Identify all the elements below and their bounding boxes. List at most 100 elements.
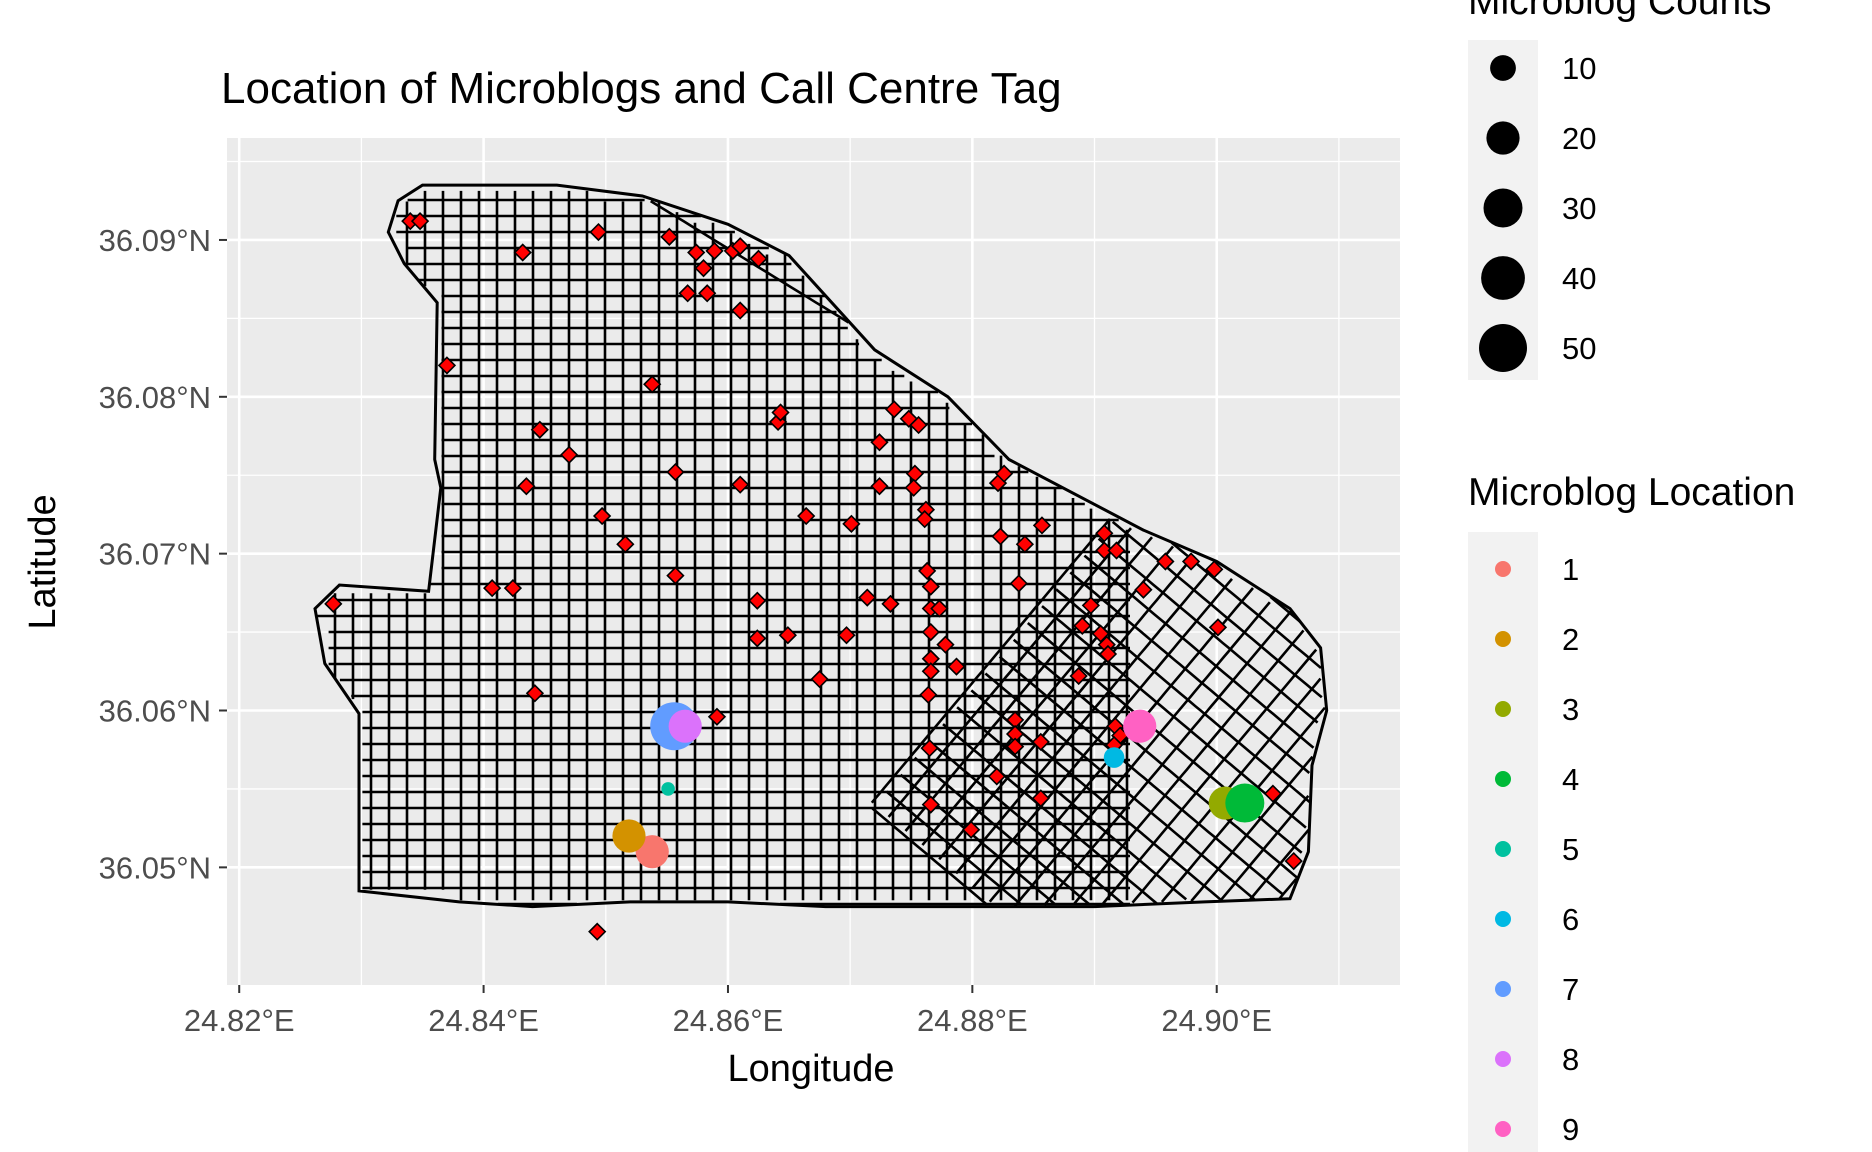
street-diagonal	[1249, 828, 1310, 901]
call-centre-point	[643, 375, 662, 394]
call-centre-point	[921, 577, 940, 596]
call-centre-point	[991, 527, 1010, 546]
color-legend-key	[1495, 981, 1511, 997]
call-centre-point	[410, 211, 430, 231]
color-legend-label: 1	[1562, 552, 1579, 587]
street-diagonal	[955, 563, 1217, 875]
color-legend-label: 8	[1562, 1042, 1579, 1077]
call-centre-point	[1095, 524, 1114, 543]
street-diagonal	[984, 672, 1256, 901]
call-centre-point	[947, 657, 966, 676]
y-axis-title: Latitude	[22, 494, 64, 629]
call-centre-point	[731, 301, 750, 320]
x-tick-label: 24.86°E	[673, 1003, 784, 1038]
call-centre-point	[513, 243, 532, 262]
call-centre-point	[687, 243, 706, 262]
size-legend: Microblog Counts 10 20 30 40 50	[1468, 0, 1771, 380]
call-centre-point	[994, 464, 1014, 483]
street-diagonal	[1041, 605, 1307, 829]
size-legend-key	[1483, 188, 1523, 228]
street-diagonal	[913, 756, 1090, 906]
street-diagonal	[1278, 877, 1298, 900]
x-axis: 24.82°E 24.84°E 24.86°E 24.88°E 24.90°E	[184, 985, 1272, 1038]
street-diagonal	[1055, 588, 1311, 804]
size-legend-label: 10	[1562, 51, 1596, 86]
call-centre-point	[771, 403, 790, 422]
street-diagonal	[1072, 629, 1305, 906]
call-centre-point	[858, 588, 877, 607]
street-diagonal	[1111, 520, 1323, 699]
call-centre-point	[1069, 666, 1088, 686]
call-centre-point	[707, 707, 727, 726]
chart-title: Location of Microblogs and Call Centre T…	[221, 64, 1062, 113]
road-network	[313, 183, 1329, 909]
microblog-point	[1225, 783, 1265, 823]
call-centre-point	[918, 561, 937, 581]
call-centre-point	[530, 420, 549, 439]
y-tick-label: 36.08°N	[99, 380, 211, 415]
color-legend-key	[1495, 561, 1511, 577]
call-centre-point	[1098, 644, 1118, 664]
call-centre-point	[778, 626, 797, 645]
call-centre-point	[1031, 789, 1050, 808]
call-centre-point	[904, 478, 923, 497]
x-tick-label: 24.82°E	[184, 1003, 295, 1038]
y-tick-label: 36.06°N	[99, 694, 211, 729]
size-legend-key	[1481, 256, 1525, 300]
call-centre-point	[705, 241, 724, 261]
call-centre-point	[1081, 596, 1101, 615]
call-centre-points	[324, 211, 1303, 941]
street-diagonal	[871, 807, 988, 906]
call-centre-point	[810, 670, 829, 689]
size-legend-key	[1479, 324, 1527, 372]
y-tick-label: 36.09°N	[99, 223, 211, 258]
color-legend-key	[1495, 1051, 1511, 1067]
color-legend-label: 5	[1562, 832, 1579, 867]
color-legend-label: 6	[1562, 902, 1579, 937]
call-centre-point	[1156, 552, 1175, 571]
call-centre-point	[525, 684, 545, 703]
call-centre-point	[592, 506, 612, 526]
street-diagonal	[1083, 554, 1315, 749]
microblog-point	[635, 835, 669, 869]
street-diagonal	[1014, 601, 1271, 907]
color-legend-label: 4	[1562, 762, 1579, 797]
call-centre-point	[1263, 784, 1283, 803]
size-legend-key	[1490, 55, 1516, 81]
call-centre-point	[748, 591, 767, 610]
color-legend-label: 3	[1562, 692, 1579, 727]
call-centre-point	[842, 514, 861, 533]
city-boundary-road	[313, 183, 1329, 909]
size-legend-title: Microblog Counts	[1468, 0, 1771, 23]
call-centre-point	[666, 462, 685, 482]
call-centre-point	[1031, 732, 1050, 752]
call-centre-point	[870, 433, 889, 452]
call-centre-point	[437, 356, 457, 375]
size-legend-label: 20	[1562, 121, 1596, 156]
call-centre-point	[1032, 516, 1052, 535]
call-centre-point	[885, 400, 904, 419]
arterial-road	[650, 199, 850, 324]
call-centre-point	[731, 237, 750, 256]
street-diagonal	[1190, 755, 1314, 902]
call-centre-point	[483, 579, 502, 598]
call-centre-point	[1009, 574, 1028, 593]
call-centre-point	[694, 259, 713, 278]
call-centre-point	[987, 767, 1006, 786]
call-centre-point	[1095, 541, 1114, 560]
street-diagonal	[998, 655, 1285, 896]
microblog-point	[612, 819, 646, 853]
microblog-point	[661, 782, 675, 796]
call-centre-point	[1073, 616, 1092, 635]
street-diagonal	[928, 739, 1124, 905]
color-legend: Microblog Location 1 2 3 4 5 6 7 8 9	[1468, 471, 1795, 1152]
street-diagonal	[956, 706, 1188, 901]
call-centre-point	[1015, 535, 1035, 554]
color-legend-key	[1495, 701, 1511, 717]
call-centre-point	[920, 739, 939, 758]
call-centre-point	[517, 477, 536, 496]
street-diagonal	[899, 773, 1056, 906]
call-centre-point	[1005, 737, 1025, 756]
call-centre-point	[666, 566, 685, 585]
